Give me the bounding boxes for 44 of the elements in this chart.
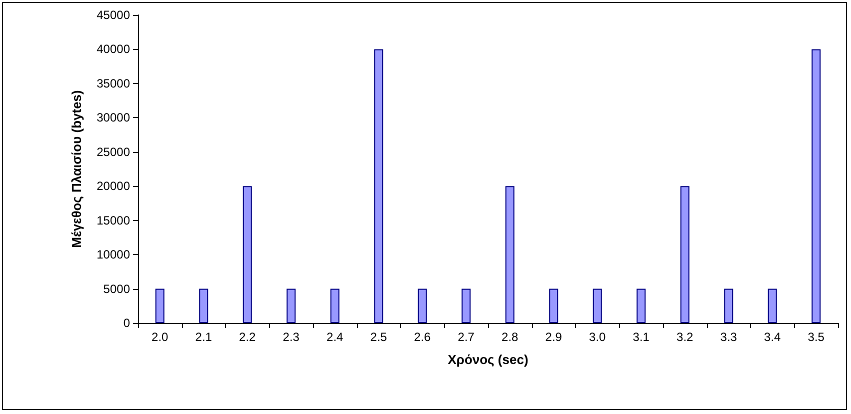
bar xyxy=(286,288,296,323)
bar xyxy=(374,49,384,323)
x-tick-label: 2.4 xyxy=(326,330,344,344)
y-tick-label: 0 xyxy=(123,316,130,330)
x-tick-label: 2.6 xyxy=(414,330,432,344)
bar xyxy=(768,288,777,323)
y-tick-label: 5000 xyxy=(103,282,130,296)
x-tick-label: 2.0 xyxy=(152,330,169,344)
y-tick-label: 15000 xyxy=(96,213,130,228)
bar xyxy=(724,288,734,323)
x-tick-label: 2.9 xyxy=(545,330,562,344)
x-tick-label: 2.7 xyxy=(458,330,475,344)
y-tick-label: 20000 xyxy=(96,179,130,194)
bar xyxy=(592,288,602,323)
x-tick-label: 3.0 xyxy=(589,330,606,344)
bar xyxy=(549,288,558,323)
y-tick-label: 45000 xyxy=(96,8,130,22)
x-tick-label: 3.1 xyxy=(632,330,650,344)
bar xyxy=(680,186,690,323)
x-tick-label: 3.3 xyxy=(720,330,738,344)
x-tick-label: 3.5 xyxy=(808,330,825,344)
x-tick-label: 2.2 xyxy=(239,330,256,344)
x-tick-label: 2.8 xyxy=(502,330,519,344)
x-tick-label: 2.5 xyxy=(370,330,388,344)
bar xyxy=(812,49,821,323)
bar xyxy=(155,288,164,323)
y-tick-label: 35000 xyxy=(96,76,130,90)
y-tick-label: 25000 xyxy=(96,144,130,159)
x-tick-label: 3.4 xyxy=(764,330,782,344)
x-tick-label: 2.1 xyxy=(195,330,212,344)
bar xyxy=(418,288,427,323)
bar xyxy=(636,288,646,323)
y-axis-title: Μέγεθος Πλαισίου (bytes) xyxy=(69,90,84,248)
bar xyxy=(330,288,340,323)
x-tick-label: 2.3 xyxy=(282,330,300,344)
y-tick-label: 10000 xyxy=(96,248,130,262)
bar xyxy=(242,186,252,323)
y-tick-label: 30000 xyxy=(96,110,130,125)
y-tick-label: 40000 xyxy=(96,42,130,56)
x-tick-label: 3.2 xyxy=(676,330,694,344)
x-axis-title: Χρόνος (sec) xyxy=(448,352,528,367)
bar xyxy=(199,288,208,323)
bar xyxy=(505,186,514,323)
bar xyxy=(462,288,471,323)
